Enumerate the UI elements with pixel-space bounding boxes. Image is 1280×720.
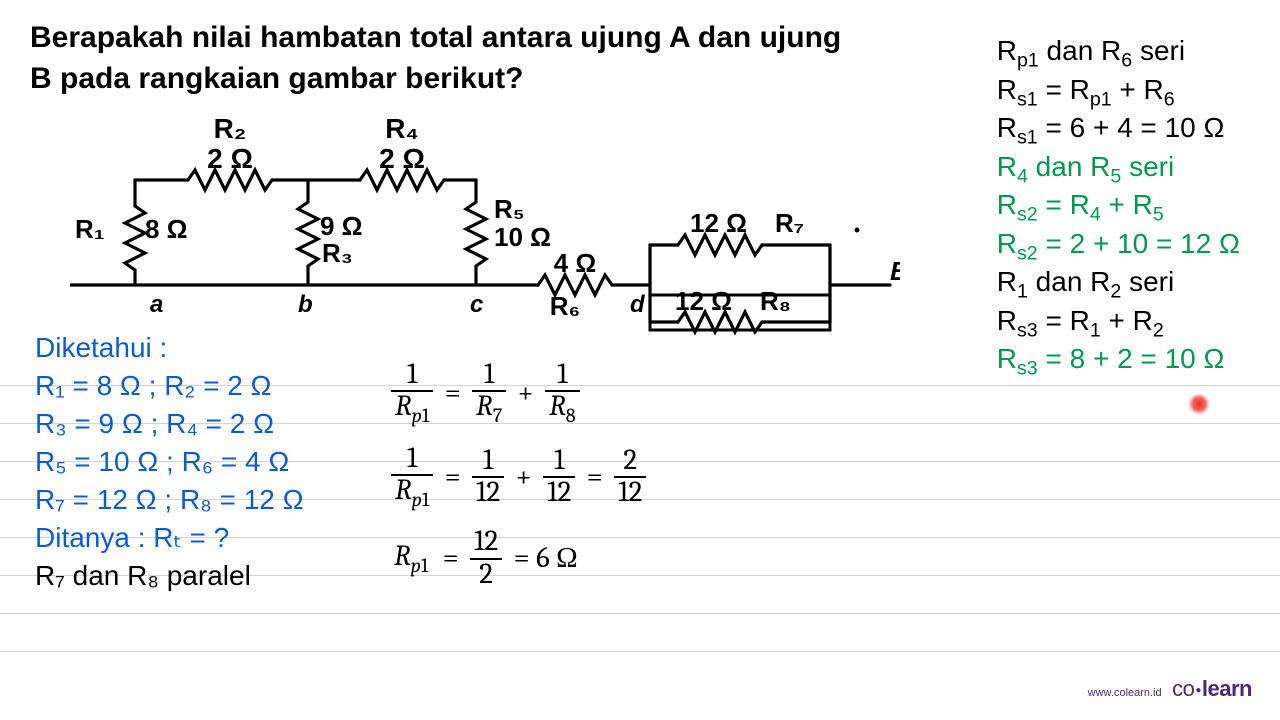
svg-text:R₅: R₅ <box>494 194 525 224</box>
svg-text:R₆: R₆ <box>550 291 581 321</box>
center-equations: 1Rp1 = 1R7 + 1R8 1Rp1 = 112 + 112 = 212 … <box>390 360 647 606</box>
given-line-2: R₃ = 9 Ω ; R₄ = 2 Ω <box>35 405 304 443</box>
asked: Ditanya : Rₜ = ? <box>35 519 304 557</box>
given-title: Diketahui : <box>35 329 304 367</box>
svg-text:12 Ω: 12 Ω <box>690 208 747 238</box>
svg-text:9 Ω: 9 Ω <box>320 211 363 241</box>
right-line-2: Rs1 = Rp1 + R6 <box>997 71 1240 110</box>
given-line-3: R₅ = 10 Ω ; R₆ = 4 Ω <box>35 443 304 481</box>
svg-text:2 Ω: 2 Ω <box>207 143 253 174</box>
svg-text:12 Ω: 12 Ω <box>675 286 732 316</box>
eq-1: 1Rp1 = 1R7 + 1R8 <box>390 360 647 428</box>
svg-text:b: b <box>298 291 313 318</box>
svg-text:R₁: R₁ <box>75 214 105 244</box>
circuit-diagram: A a R₁ 8 Ω R₂ 2 Ω 9 Ω <box>70 100 900 345</box>
svg-text:R₄: R₄ <box>385 113 419 144</box>
svg-text:d: d <box>630 291 646 318</box>
right-line-8: Rs3 = R1 + R2 <box>997 302 1240 341</box>
right-line-7: R1 dan R2 seri <box>997 263 1240 302</box>
svg-text:c: c <box>470 291 483 318</box>
given-line-4: R₇ = 12 Ω ; R₈ = 12 Ω <box>35 481 304 519</box>
svg-text:R₈: R₈ <box>760 286 791 316</box>
footer-brand: www.colearn.id co●learn <box>1088 676 1252 702</box>
svg-text:a: a <box>150 291 163 318</box>
right-line-3: Rs1 = 6 + 4 = 10 Ω <box>997 109 1240 148</box>
given-section: Diketahui : R₁ = 8 Ω ; R₂ = 2 Ω R₃ = 9 Ω… <box>35 329 304 595</box>
given-line-1: R₁ = 8 Ω ; R₂ = 2 Ω <box>35 367 304 405</box>
svg-text:10 Ω: 10 Ω <box>494 222 551 252</box>
right-line-5: Rs2 = R4 + R5 <box>997 186 1240 225</box>
eq-3: Rp1 = 122 = 6 Ω <box>390 527 647 590</box>
parallel-statement: R₇ dan R₈ paralel <box>35 557 304 595</box>
right-line-4: R4 dan R5 seri <box>997 148 1240 187</box>
right-line-1: Rp1 dan R6 seri <box>997 32 1240 71</box>
cursor-highlight <box>1188 393 1210 415</box>
svg-text:B: B <box>890 256 900 286</box>
svg-text:8 Ω: 8 Ω <box>145 214 188 244</box>
right-line-6: Rs2 = 2 + 10 = 12 Ω <box>997 225 1240 264</box>
right-line-9: Rs3 = 8 + 2 = 10 Ω <box>997 340 1240 379</box>
brand-logo: co●learn <box>1172 676 1252 701</box>
svg-text:2 Ω: 2 Ω <box>379 143 425 174</box>
eq-2: 1Rp1 = 112 + 112 = 212 <box>390 444 647 512</box>
svg-text:4 Ω: 4 Ω <box>554 248 597 278</box>
right-equations: Rp1 dan R6 seri Rs1 = Rp1 + R6 Rs1 = 6 +… <box>997 32 1240 379</box>
svg-text:R₃: R₃ <box>322 238 353 268</box>
question-text: Berapakah nilai hambatan total antara uj… <box>30 18 850 99</box>
content-area: Berapakah nilai hambatan total antara uj… <box>0 0 1280 720</box>
svg-text:R₇: R₇ <box>775 208 804 238</box>
svg-text:R₂: R₂ <box>214 113 247 144</box>
footer-url: www.colearn.id <box>1088 687 1162 699</box>
